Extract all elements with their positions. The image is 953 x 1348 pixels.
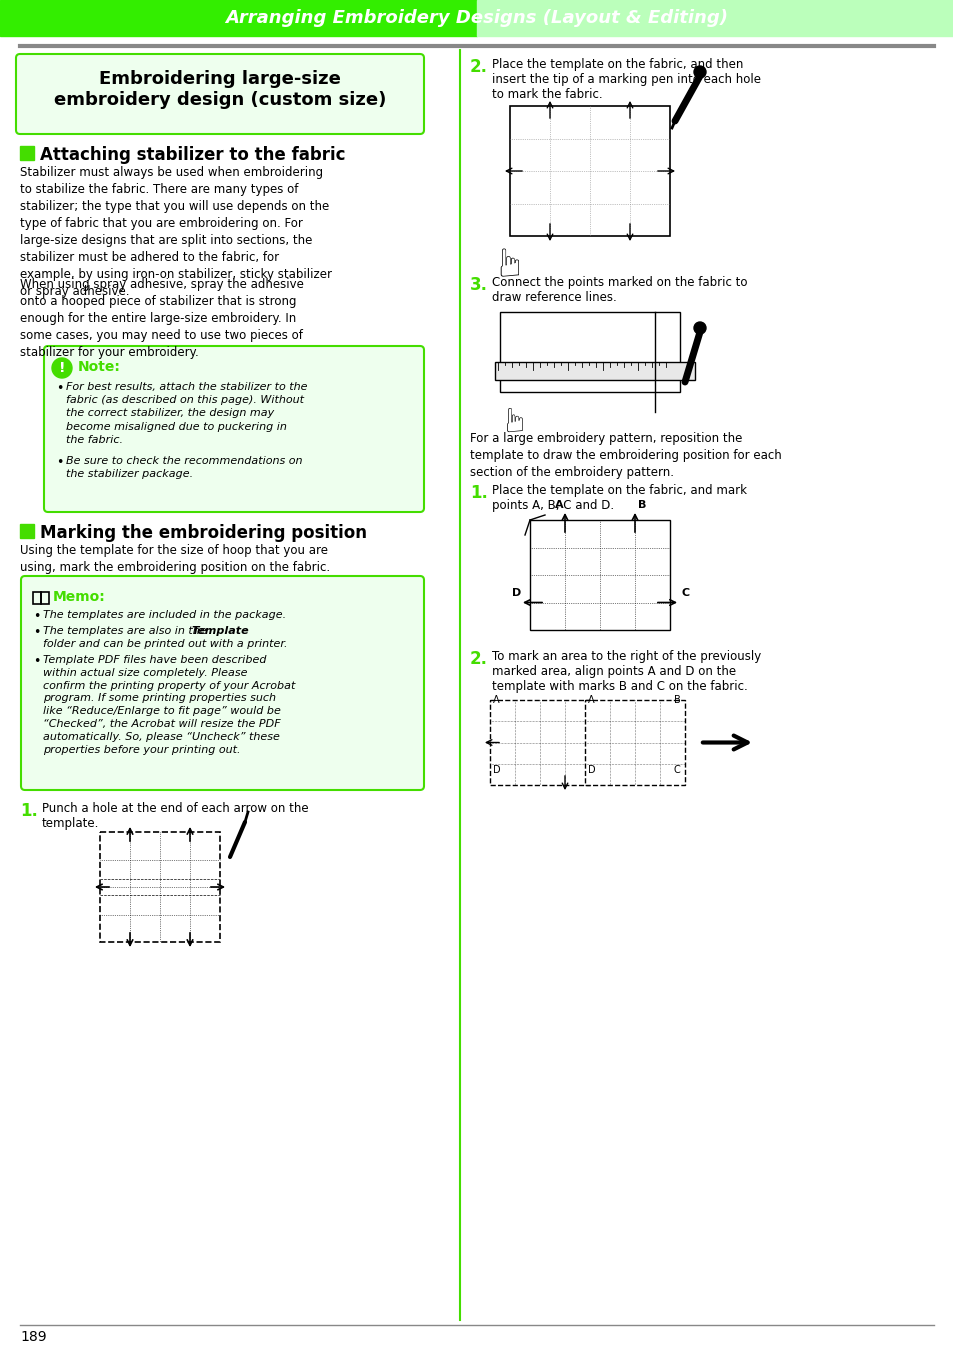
Circle shape — [693, 66, 705, 78]
Bar — [510, 106, 669, 236]
Text: For a large embroidery pattern, reposition the
template to draw the embroidering: For a large embroidery pattern, repositi… — [470, 431, 781, 479]
Text: A: A — [587, 696, 594, 705]
Text: Note:: Note: — [78, 360, 121, 373]
Text: D: D — [512, 589, 520, 599]
Text: Punch a hole at the end of each arrow on the
template.: Punch a hole at the end of each arrow on… — [42, 802, 309, 830]
Bar — [476, 0, 953, 36]
Bar — [490, 700, 589, 785]
Bar — [33, 592, 41, 604]
Text: !: ! — [59, 361, 65, 375]
Circle shape — [693, 322, 705, 334]
Text: 3.: 3. — [470, 276, 488, 294]
Bar — [0, 0, 476, 36]
Text: ☞: ☞ — [491, 241, 529, 276]
Text: Place the template on the fabric, and mark
points A, B, C and D.: Place the template on the fabric, and ma… — [492, 484, 746, 512]
Text: folder and can be printed out with a printer.: folder and can be printed out with a pri… — [43, 639, 287, 648]
Text: A: A — [493, 696, 499, 705]
Text: Connect the points marked on the fabric to
draw reference lines.: Connect the points marked on the fabric … — [492, 276, 747, 305]
Bar — [41, 592, 49, 604]
Text: Marking the embroidering position: Marking the embroidering position — [40, 524, 367, 542]
Bar — [530, 520, 669, 630]
Bar — [100, 832, 220, 942]
Text: 2.: 2. — [470, 650, 488, 669]
Text: Template: Template — [191, 625, 249, 636]
Bar — [495, 363, 695, 380]
Text: B: B — [638, 500, 646, 510]
Text: 1.: 1. — [20, 802, 38, 820]
FancyBboxPatch shape — [44, 346, 423, 512]
Text: Arranging Embroidery Designs (Layout & Editing): Arranging Embroidery Designs (Layout & E… — [225, 9, 728, 27]
Text: When using spray adhesive, spray the adhesive
onto a hooped piece of stabilizer : When using spray adhesive, spray the adh… — [20, 278, 304, 359]
Text: Attaching stabilizer to the fabric: Attaching stabilizer to the fabric — [40, 146, 345, 164]
Text: 1.: 1. — [470, 484, 487, 501]
Bar — [20, 146, 34, 160]
Text: For best results, attach the stabilizer to the
fabric (as described on this page: For best results, attach the stabilizer … — [66, 381, 307, 445]
Text: C: C — [673, 766, 680, 775]
Text: Place the template on the fabric, and then
insert the tip of a marking pen into : Place the template on the fabric, and th… — [492, 58, 760, 101]
Bar — [584, 700, 684, 785]
Text: •: • — [56, 381, 63, 395]
Text: Using the template for the size of hoop that you are
using, mark the embroiderin: Using the template for the size of hoop … — [20, 545, 330, 574]
Text: Memo:: Memo: — [53, 590, 106, 604]
Text: D: D — [493, 766, 500, 775]
Text: 189: 189 — [20, 1330, 47, 1344]
Text: Stabilizer must always be used when embroidering
to stabilize the fabric. There : Stabilizer must always be used when embr… — [20, 166, 332, 298]
Text: Template PDF files have been described
within actual size completely. Please
con: Template PDF files have been described w… — [43, 655, 295, 755]
FancyBboxPatch shape — [21, 576, 423, 790]
Text: •: • — [56, 456, 63, 469]
Text: •: • — [33, 625, 40, 639]
Text: B: B — [673, 696, 680, 705]
Text: Embroidering large-size
embroidery design (custom size): Embroidering large-size embroidery desig… — [53, 70, 386, 109]
Text: To mark an area to the right of the previously
marked area, align points A and D: To mark an area to the right of the prev… — [492, 650, 760, 693]
FancyBboxPatch shape — [16, 54, 423, 133]
Text: Be sure to check the recommendations on
the stabilizer package.: Be sure to check the recommendations on … — [66, 456, 302, 479]
Text: ☞: ☞ — [498, 402, 531, 431]
Text: A: A — [555, 500, 563, 510]
Circle shape — [52, 359, 71, 377]
Text: •: • — [33, 655, 40, 669]
Text: 2.: 2. — [470, 58, 488, 75]
Text: C: C — [681, 589, 689, 599]
Text: The templates are also in the: The templates are also in the — [43, 625, 210, 636]
Text: •: • — [33, 611, 40, 623]
Bar — [20, 524, 34, 538]
Bar — [499, 311, 679, 392]
Text: The templates are included in the package.: The templates are included in the packag… — [43, 611, 286, 620]
Text: D: D — [587, 766, 595, 775]
